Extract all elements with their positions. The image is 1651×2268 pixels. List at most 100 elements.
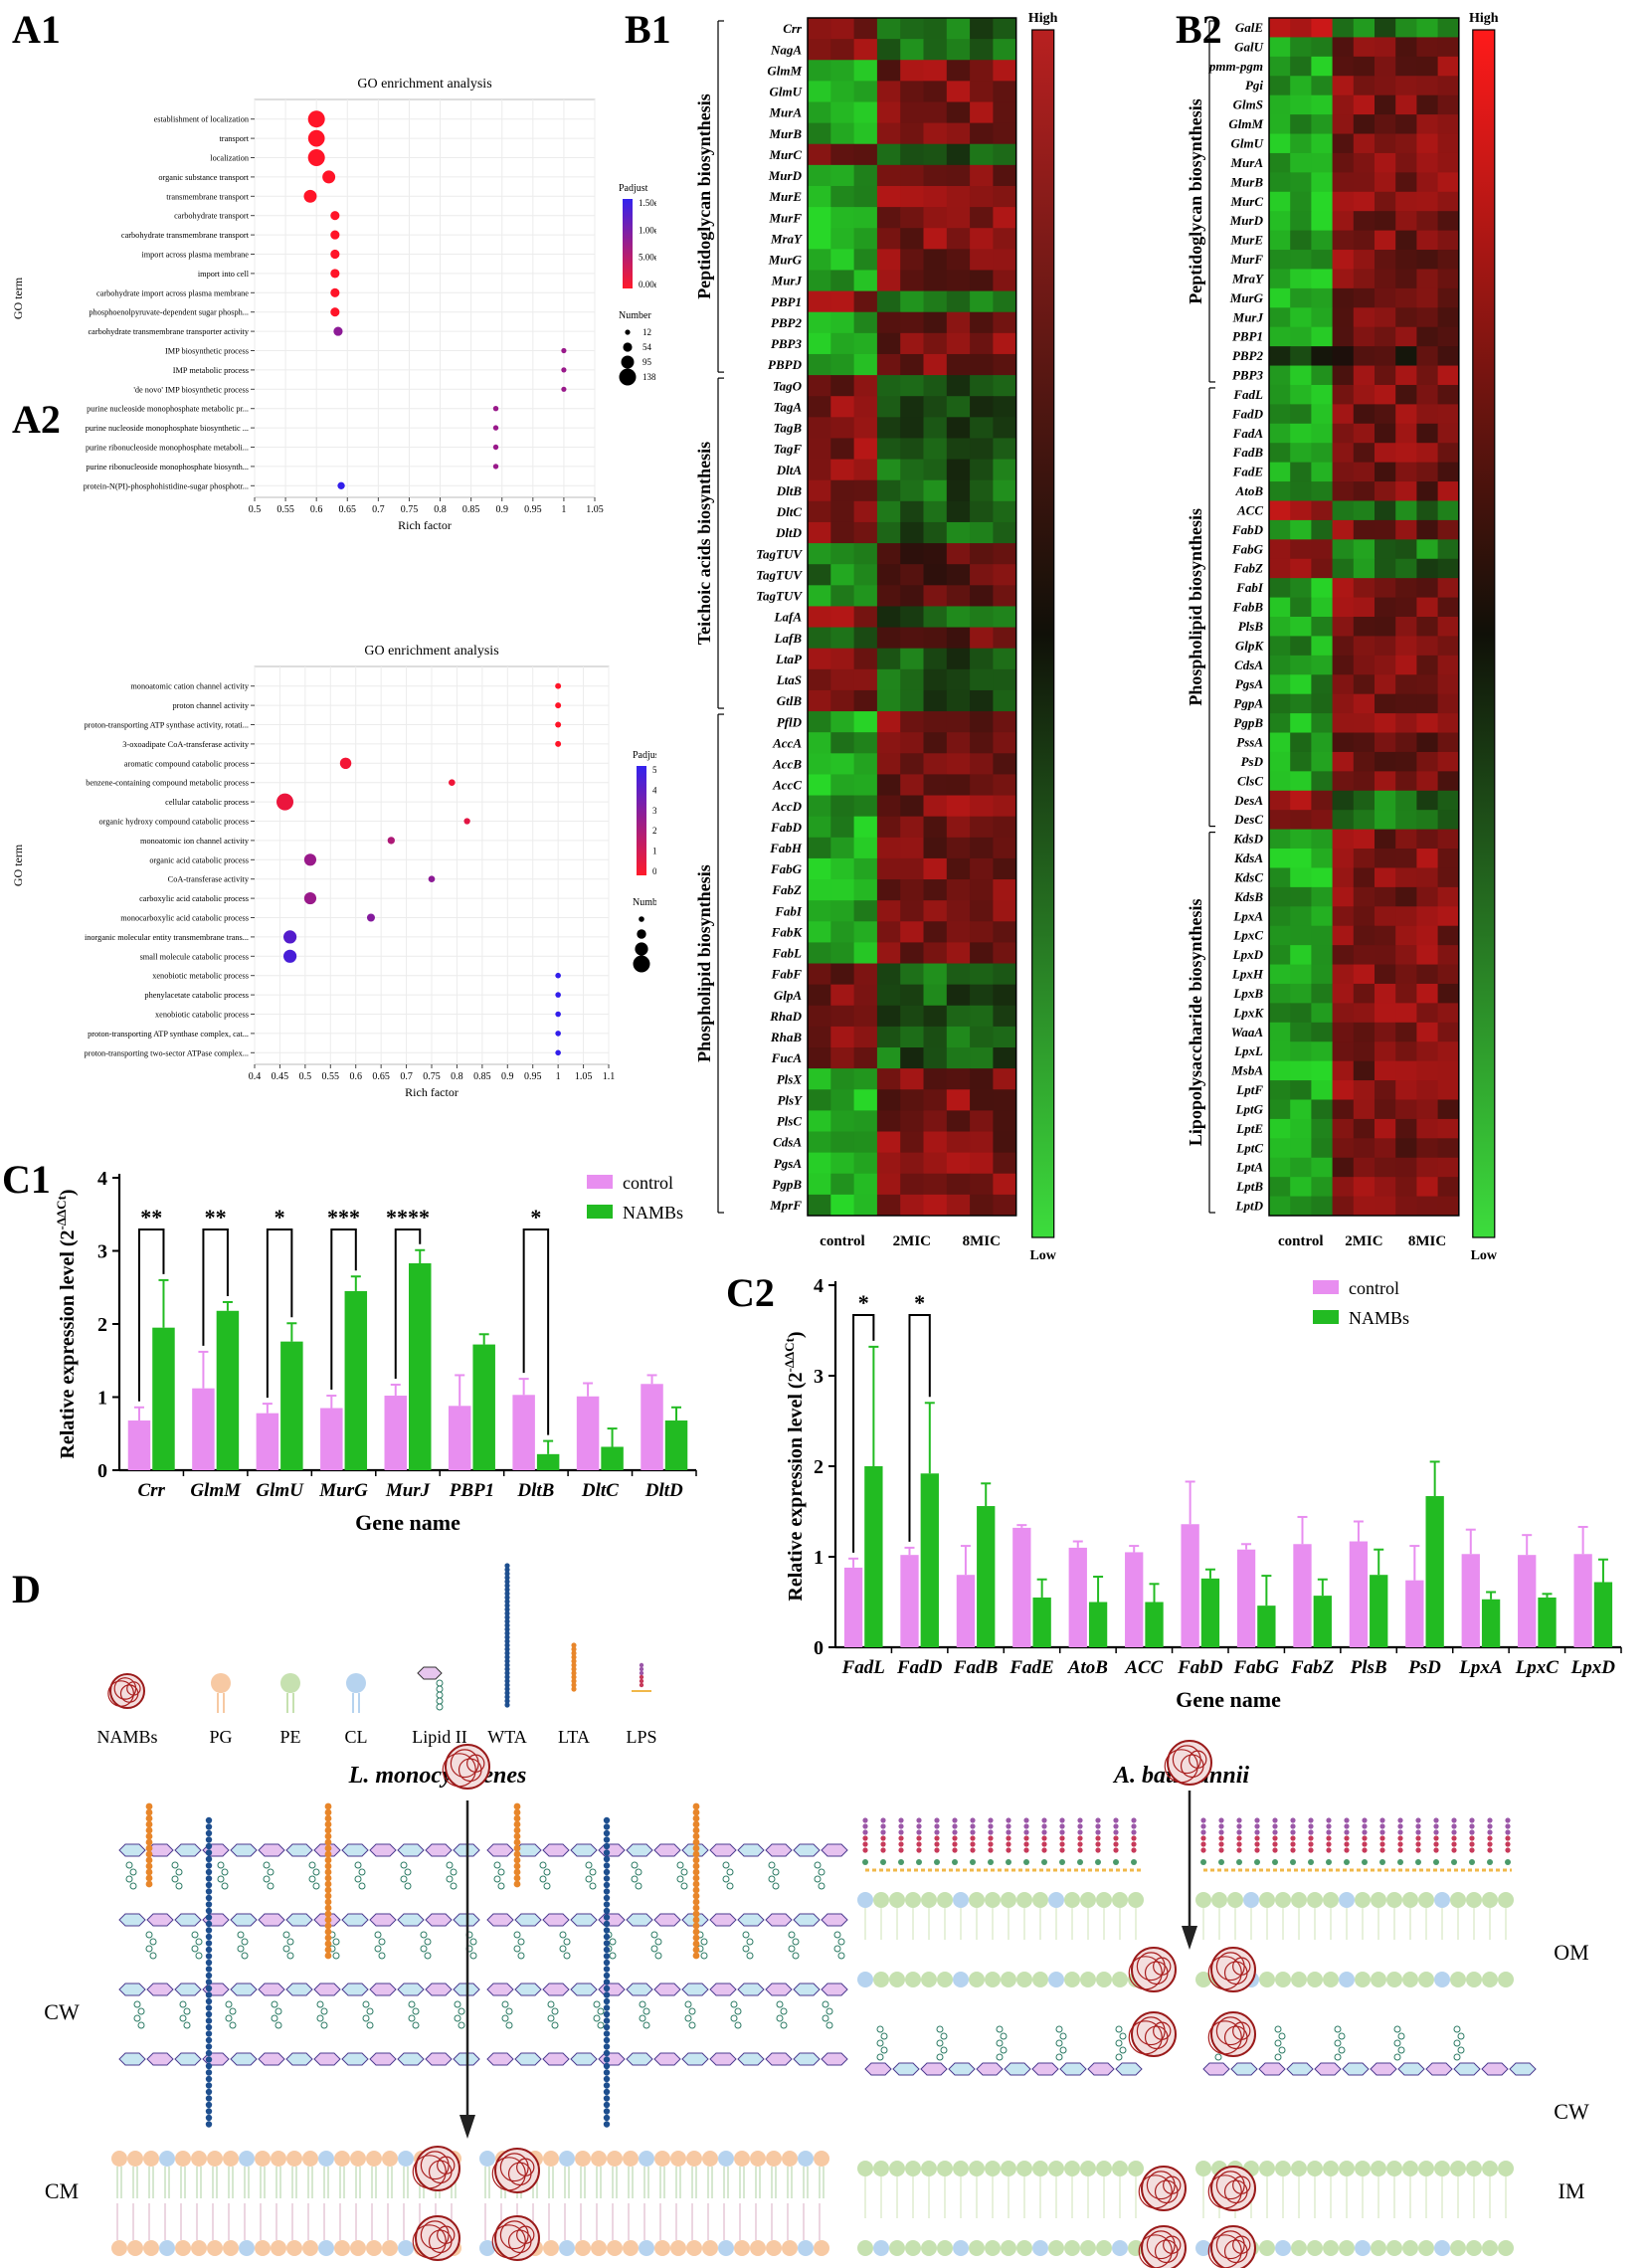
membrane-headgroup (639, 2151, 654, 2167)
heatmap-cell (1353, 886, 1376, 907)
heatmap-cell (808, 668, 831, 691)
heatmap-cell (1332, 1099, 1355, 1120)
go-point (561, 386, 567, 392)
group-label: Phospholipid biosynthesis (1186, 508, 1205, 706)
gene-label: MurG (1229, 290, 1264, 305)
membrane-headgroup (905, 2240, 921, 2256)
heatmap-cell (830, 353, 855, 376)
peptidoglycan-strand (514, 2052, 542, 2066)
heatmap-cell (946, 900, 971, 922)
heatmap-cell (808, 270, 831, 292)
heatmap-cell (970, 164, 994, 187)
heatmap-cell (900, 668, 924, 691)
heatmap-cell (1437, 1022, 1460, 1042)
heatmap-cell (853, 207, 878, 229)
heatmap-cell (923, 857, 948, 880)
heatmap-cell (1437, 693, 1460, 714)
x-tick-label: 0.9 (495, 504, 508, 515)
x-tick-label: 1 (556, 1071, 561, 1082)
peptidoglycan-strand (258, 2052, 285, 2066)
heatmap-cell (808, 689, 831, 712)
heatmap-cell (1353, 211, 1376, 232)
x-tick-label: 0.7 (400, 1071, 413, 1082)
heatmap-cell (1375, 1022, 1396, 1042)
heatmap-cell (970, 900, 994, 922)
heatmap-cell (1437, 250, 1460, 270)
gene-label: TagA (774, 399, 803, 414)
heatmap-cell (808, 1131, 831, 1154)
membrane-headgroup (953, 2161, 969, 2176)
membrane-headgroup (905, 1892, 921, 1908)
heatmap-cell (1311, 443, 1334, 464)
heatmap-cell (1353, 713, 1376, 734)
heatmap-cell (900, 1005, 924, 1028)
heatmap-cell (1353, 964, 1376, 985)
membrane-headgroup (1064, 2240, 1080, 2256)
x-tick-label: 0.6 (310, 504, 323, 515)
heatmap-cell (853, 39, 878, 61)
gene-label: FabB (1232, 600, 1264, 615)
heatmap-cell (1416, 1003, 1439, 1024)
membrane-headgroup (207, 2240, 223, 2256)
membrane-headgroup (857, 1892, 873, 1908)
heatmap-cell (970, 1068, 994, 1090)
membrane-headgroup (1355, 1892, 1371, 1908)
heatmap-cell (993, 1110, 1017, 1133)
membrane-headgroup (1482, 1972, 1498, 1987)
heatmap-cell (970, 1110, 994, 1133)
gene-label: GlmM (767, 63, 802, 78)
layer-label-cm: CM (45, 2178, 79, 2203)
heatmap-cell (808, 900, 831, 922)
bar-nambs (1538, 1597, 1557, 1647)
peptidoglycan-strand (1286, 2062, 1314, 2076)
heatmap-cell (830, 1173, 855, 1196)
membrane-headgroup (1259, 1972, 1275, 1987)
heatmap-cell (1311, 230, 1334, 251)
go-term-label: proton-transporting ATP synthase complex… (88, 1030, 249, 1039)
heatmap-cell (900, 879, 924, 901)
heatmap-cell (853, 311, 878, 334)
heatmap-cell (993, 521, 1017, 544)
heatmap-cell (1332, 18, 1355, 38)
heatmap-cell (1395, 886, 1417, 907)
lps-legend-icon (639, 1662, 644, 1668)
membrane-headgroup (1371, 1892, 1386, 1908)
membrane-headgroup (111, 2151, 127, 2167)
membrane-headgroup (350, 2240, 366, 2256)
scale-high-label: High (1469, 11, 1499, 26)
heatmap-cell (1311, 365, 1334, 386)
heatmap-cell (1375, 539, 1396, 560)
y-axis-label: GO term (11, 277, 25, 319)
lps-chain (1272, 1817, 1278, 1823)
heatmap-cell (876, 606, 901, 629)
go-point (387, 837, 395, 845)
heatmap-cell (1332, 481, 1355, 501)
heatmap-cell (900, 837, 924, 859)
heatmap-cell (1311, 578, 1334, 599)
heatmap-cell (876, 627, 901, 650)
heatmap-cell (1269, 539, 1291, 560)
group-label: Lipopolysaccharide biosynthesis (1186, 899, 1205, 1147)
heatmap-cell (1269, 462, 1291, 482)
heatmap-cell (830, 837, 855, 859)
peptidoglycan-strand (397, 2052, 425, 2066)
heatmap-cell (830, 816, 855, 839)
membrane-headgroup (1048, 1972, 1064, 1987)
heatmap-cell (923, 101, 948, 124)
go-term-label: import across plasma membrane (141, 251, 249, 260)
go-term-label: carbohydrate transmembrane transporter a… (89, 327, 250, 336)
heatmap-cell (1290, 443, 1312, 464)
bar-nambs (152, 1327, 175, 1470)
heatmap-cell (946, 857, 971, 880)
lps-chain (1236, 1817, 1242, 1823)
heatmap-cell (993, 438, 1017, 461)
heatmap-cell (1375, 519, 1396, 540)
bar-control (320, 1408, 343, 1470)
number-legend-label: 138 (642, 372, 656, 382)
heatmap-cell (900, 185, 924, 208)
heatmap-cell (1375, 983, 1396, 1004)
heatmap-cell (993, 1005, 1017, 1028)
heatmap-cell (900, 1068, 924, 1090)
heatmap-cell (970, 963, 994, 986)
